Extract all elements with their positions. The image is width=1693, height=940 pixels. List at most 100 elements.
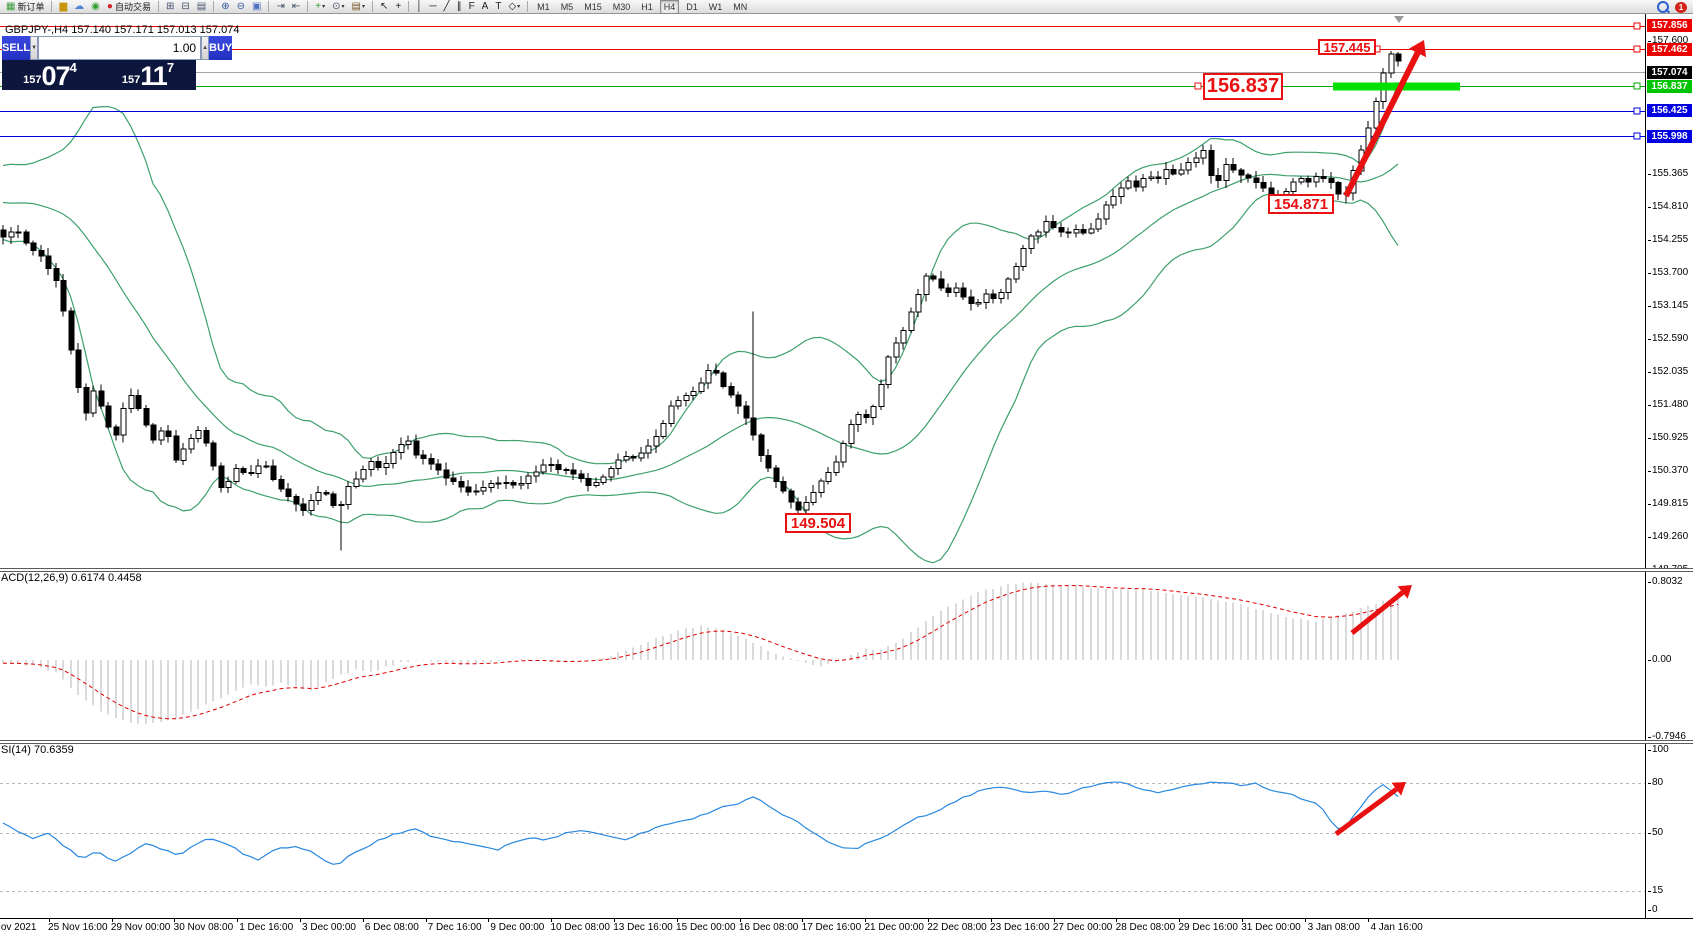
chart-mode-icon[interactable]: ▤ [195, 0, 208, 13]
trend-arrow[interactable] [1334, 782, 1406, 837]
time-label: 7 Dec 16:00 [427, 922, 482, 933]
toolbar-separator [213, 1, 215, 12]
macd-panel-splitter[interactable] [0, 568, 1693, 572]
profiles-icon[interactable]: ⊟ [179, 0, 191, 13]
text-icon[interactable]: A [480, 0, 491, 13]
trend-arrow[interactable] [1343, 40, 1427, 198]
autotrade-button[interactable]: ● 自动交易 [105, 0, 153, 13]
time-label: 4 Jan 16:00 [1370, 922, 1423, 933]
gold-icon[interactable]: ▆ [57, 0, 69, 13]
periods-icon-caret[interactable]: ▾ [341, 4, 345, 10]
volume-down-button[interactable]: ▼ [30, 36, 39, 60]
toolbar-separator [527, 1, 529, 12]
time-label: 9 Dec 00:00 [490, 922, 545, 933]
time-label: 21 Dec 00:00 [864, 922, 924, 933]
time-label: 29 Nov 00:00 [110, 922, 171, 933]
text-label-icon[interactable]: T [493, 0, 503, 13]
macd-tick: 0.00 [1648, 654, 1671, 665]
toolbar-separator [268, 1, 270, 12]
time-label: 31 Dec 00:00 [1241, 922, 1301, 933]
tf-m5-button[interactable]: M5 [560, 1, 574, 12]
trend-arrow[interactable] [1350, 585, 1412, 635]
price-tick: 157.600 [1648, 35, 1688, 46]
arrows-icon-caret[interactable]: ▾ [517, 4, 521, 10]
price-tick: 152.035 [1648, 366, 1688, 377]
templates-icon-caret[interactable]: ▾ [361, 4, 365, 10]
price-callout-157.445[interactable]: 157.445 [1318, 39, 1376, 55]
new-order-button[interactable]: ▦ 新订单 [4, 0, 46, 13]
vertical-line-icon: │ [416, 0, 423, 12]
price-callout-154.871[interactable]: 154.871 [1268, 194, 1334, 214]
sell-price[interactable]: 157 07 4 [2, 60, 98, 90]
indicators-icon-caret[interactable]: ▾ [322, 4, 326, 10]
price-tick: 151.480 [1648, 399, 1688, 410]
zoom-out-icon[interactable]: ⊖ [235, 0, 247, 13]
chart-shift-marker [1394, 16, 1404, 23]
price-tick: 153.700 [1648, 267, 1688, 278]
new-chart-icon[interactable]: ⊞ [164, 0, 176, 13]
sell-button[interactable]: SELL [2, 36, 31, 60]
tf-w1-button[interactable]: W1 [708, 1, 723, 12]
search-icon[interactable] [1657, 1, 1669, 13]
tf-m15-button[interactable]: M15 [584, 1, 602, 12]
price-badge-157.462: 157.462 [1647, 42, 1692, 56]
tf-mn-button[interactable]: MN [733, 1, 748, 12]
zoom-in-icon[interactable]: ⊕ [219, 0, 231, 13]
volume-input[interactable] [38, 36, 202, 60]
autotrade-button-label: 自动交易 [114, 2, 151, 12]
rsi-tick: 15 [1648, 885, 1663, 896]
indicators-icon[interactable]: + ▾ [313, 0, 327, 13]
toolbar-separator [307, 1, 309, 12]
price-callout-156.837[interactable]: 156.837 [1203, 73, 1283, 100]
chat-notification-icon[interactable]: 1 [1675, 1, 1687, 13]
new-order-icon: ▦ [6, 0, 16, 12]
sell-price-sup: 4 [69, 60, 77, 75]
tf-d1-button[interactable]: D1 [686, 1, 698, 12]
zoom-out-icon: ⊖ [236, 0, 245, 12]
new-order-button-label: 新订单 [17, 2, 45, 12]
price-badge-156.425: 156.425 [1647, 104, 1692, 118]
periods-icon[interactable]: ⊙ ▾ [330, 0, 346, 13]
rsi-indicator-label: SI(14) 70.6359 [1, 744, 74, 756]
fibonacci-icon[interactable]: F [467, 0, 477, 13]
chart-shift-icon[interactable]: ⇤ [290, 0, 302, 13]
buy-price[interactable]: 157 11 7 [100, 60, 196, 90]
macd-tick: 0.8032 [1648, 576, 1683, 587]
trendline-icon[interactable]: ╱ [442, 0, 452, 13]
volume-up-button[interactable]: ▲ [201, 36, 210, 60]
auto-scroll-icon[interactable]: ⇥ [274, 0, 286, 13]
zoom-in-icon: ⊕ [221, 0, 230, 12]
price-badge-157.074: 157.074 [1647, 65, 1692, 79]
horizontal-line-icon[interactable]: ─ [427, 0, 438, 13]
buy-button[interactable]: BUY [209, 36, 233, 60]
tile-windows-icon[interactable]: ▣ [250, 0, 263, 13]
signal-icon[interactable]: ◉ [89, 0, 102, 13]
cursor-icon: ↖ [379, 0, 389, 12]
price-axis[interactable]: 157.600155.920155.365154.810154.255153.7… [1645, 14, 1693, 920]
community-icon: ☁ [74, 0, 85, 12]
tf-h4-button[interactable]: H4 [659, 0, 680, 14]
signal-icon: ◉ [91, 0, 100, 12]
chart-mode-icon: ▤ [196, 0, 207, 12]
price-callout-149.504[interactable]: 149.504 [785, 513, 851, 533]
tf-h1-button[interactable]: H1 [641, 1, 653, 12]
price-tick: 150.925 [1648, 432, 1688, 443]
cursor-icon[interactable]: ↖ [378, 0, 390, 13]
buy-price-small: 157 [121, 74, 141, 86]
time-label: 1 Dec 16:00 [239, 922, 294, 933]
vertical-line-icon[interactable]: │ [414, 0, 424, 13]
rsi-panel-splitter[interactable] [0, 740, 1693, 744]
tf-m30-button[interactable]: M30 [612, 1, 631, 12]
templates-icon[interactable]: ▤ ▾ [349, 0, 366, 13]
community-icon[interactable]: ☁ [72, 0, 86, 13]
arrows-icon[interactable]: ◇ ▾ [506, 0, 522, 13]
crosshair-icon[interactable]: + [393, 0, 403, 13]
equidistant-channel-icon[interactable]: ∥ [455, 0, 464, 13]
templates-icon: ▤ [351, 0, 361, 12]
rsi-tick: 100 [1648, 744, 1669, 755]
toolbar: ▦ 新订单 ▆ ☁ ◉ ● 自动交易 ⊞ ⊟ ▤ ⊕ ⊖ ▣ ⇥ ⇤ + ▾ ⊙ ▾ ▤ ▾ ↖ + │ ─ ╱ ∥ F A T ◇ ▾ M1 M… [0, 0, 1693, 14]
tf-m1-button[interactable]: M1 [537, 1, 550, 12]
time-label: 16 Dec 08:00 [738, 922, 799, 933]
